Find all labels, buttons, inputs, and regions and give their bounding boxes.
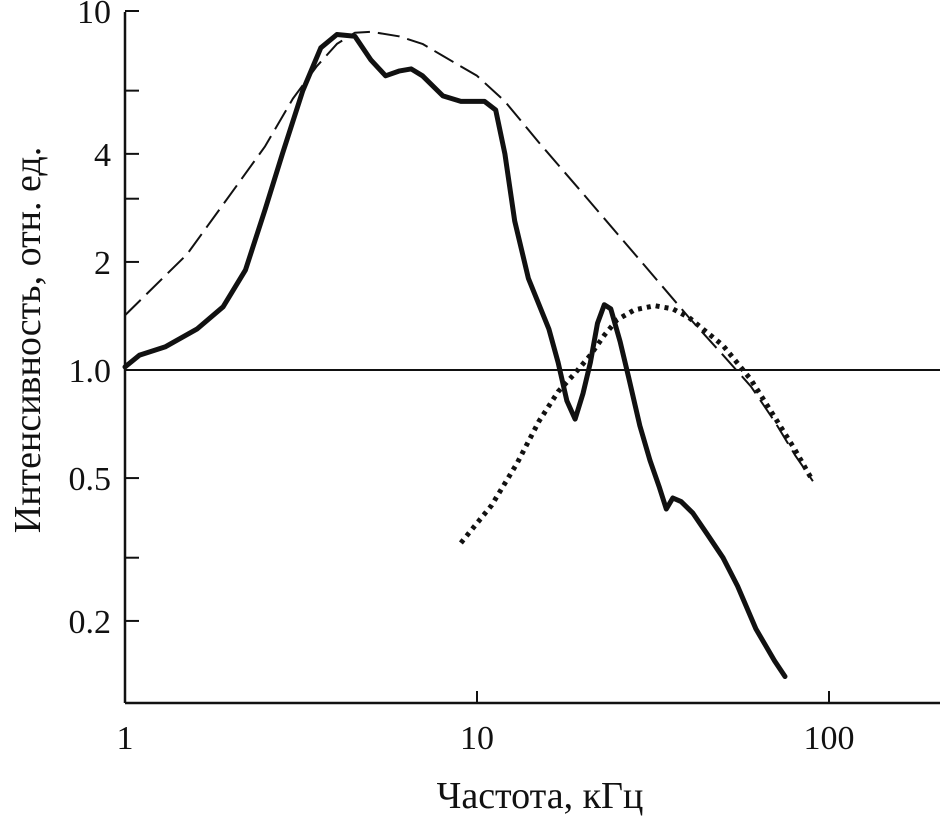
y-tick-label-10: 10: [77, 0, 111, 31]
y-tick-label-0.5: 0.5: [69, 461, 112, 498]
y-tick-label-1.0: 1.0: [69, 353, 112, 390]
y-tick-label-4: 4: [94, 137, 111, 174]
series-line-dashed: [124, 30, 814, 482]
series-line-dotted: [458, 303, 816, 545]
y-tick-label-0.2: 0.2: [69, 604, 112, 641]
x-tick-label-10: 10: [460, 720, 494, 757]
x-axis-title: Частота, кГц: [437, 775, 644, 817]
y-axis-title: Интенсивность, отн. ед.: [7, 147, 49, 533]
ticks: 1 10 100 0.2 0.5 1.0 2 4 10: [69, 0, 855, 757]
axes: [123, 12, 940, 705]
series-line-solid: [122, 32, 788, 679]
y-tick-label-2: 2: [94, 245, 111, 282]
series-layer: [122, 30, 816, 679]
x-tick-label-100: 100: [804, 720, 855, 757]
x-tick-label-1: 1: [117, 720, 134, 757]
